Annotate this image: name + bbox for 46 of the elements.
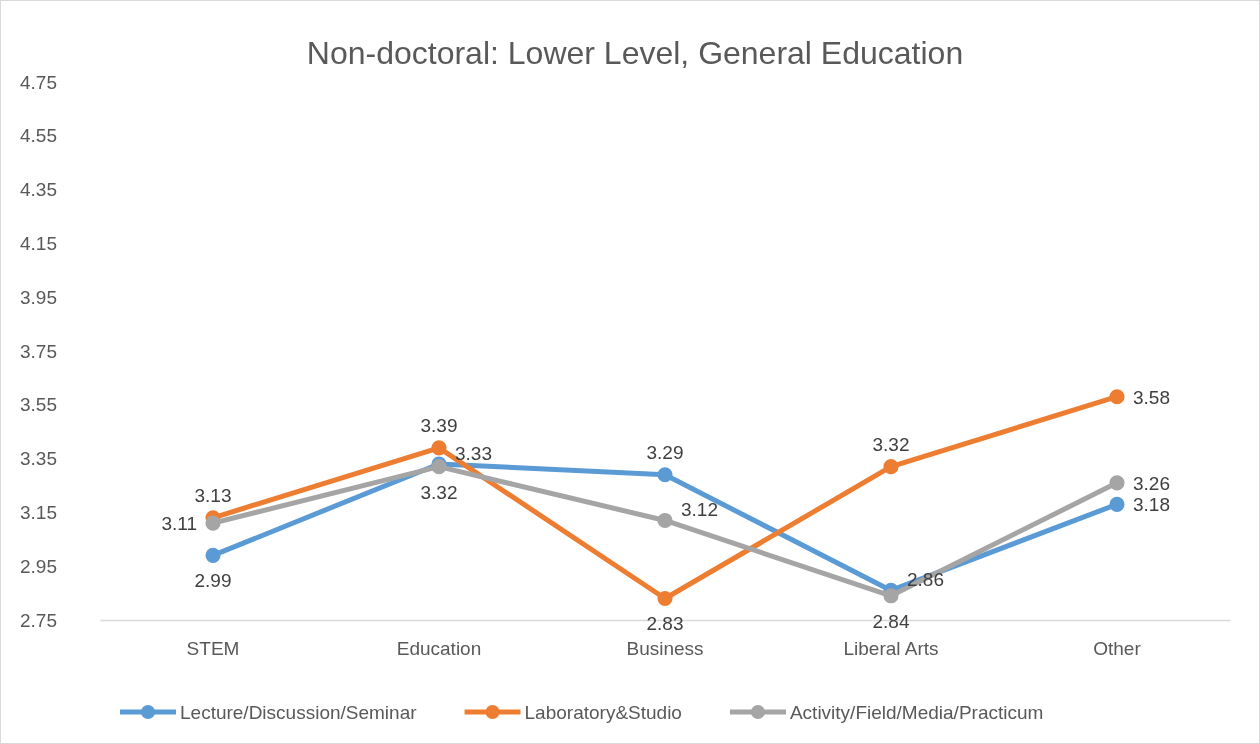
y-tick-label: 3.95 (20, 286, 57, 308)
data-label: 3.32 (872, 433, 910, 455)
y-tick-label: 3.75 (20, 340, 57, 362)
point (657, 590, 673, 607)
point (1109, 389, 1125, 405)
point (657, 512, 673, 529)
data-label: 2.84 (872, 610, 910, 632)
data-label: 3.58 (1133, 386, 1170, 408)
y-tick-label: 3.35 (20, 448, 57, 470)
point (883, 588, 899, 604)
legend-label: Lecture/Discussion/Seminar (180, 702, 418, 723)
data-label: 3.11 (161, 513, 197, 535)
y-tick-label: 4.55 (20, 125, 57, 147)
data-label: 3.39 (420, 414, 458, 436)
data-label: 3.29 (646, 441, 684, 463)
data-label: 3.26 (1133, 472, 1170, 494)
x-tick-label: Other (1093, 638, 1142, 660)
data-label: 3.13 (194, 484, 232, 506)
point (883, 459, 899, 475)
x-tick-label: STEM (186, 638, 240, 660)
point (431, 440, 447, 456)
y-tick-label: 2.75 (20, 609, 57, 631)
data-label: 3.12 (681, 499, 718, 521)
data-label: 3.18 (1133, 494, 1170, 516)
chart-title: Non-doctoral: Lower Level, General Education (306, 35, 964, 71)
legend-label: Activity/Field/Media/Practicum (789, 702, 1044, 723)
data-label: 3.32 (420, 481, 458, 503)
y-tick-label: 4.35 (20, 179, 57, 201)
x-tick-label: Education (396, 638, 482, 660)
y-tick-label: 4.15 (20, 232, 57, 254)
data-label: 2.86 (907, 569, 944, 591)
data-label: 3.33 (455, 442, 492, 464)
point (205, 515, 221, 531)
point (205, 547, 221, 563)
y-tick-label: 3.15 (20, 501, 57, 523)
y-tick-label: 4.75 (20, 71, 57, 93)
legend-label: Laboratory&Studio (524, 702, 682, 723)
x-tick-label: Business (626, 638, 704, 660)
point (1109, 496, 1125, 512)
y-tick-label: 3.55 (20, 394, 57, 416)
data-label: 2.99 (194, 570, 232, 592)
point (657, 467, 673, 483)
x-tick-label: Liberal Arts (843, 638, 939, 660)
point (1109, 475, 1125, 491)
data-label: 2.83 (646, 613, 684, 635)
y-tick-label: 2.95 (20, 555, 57, 577)
